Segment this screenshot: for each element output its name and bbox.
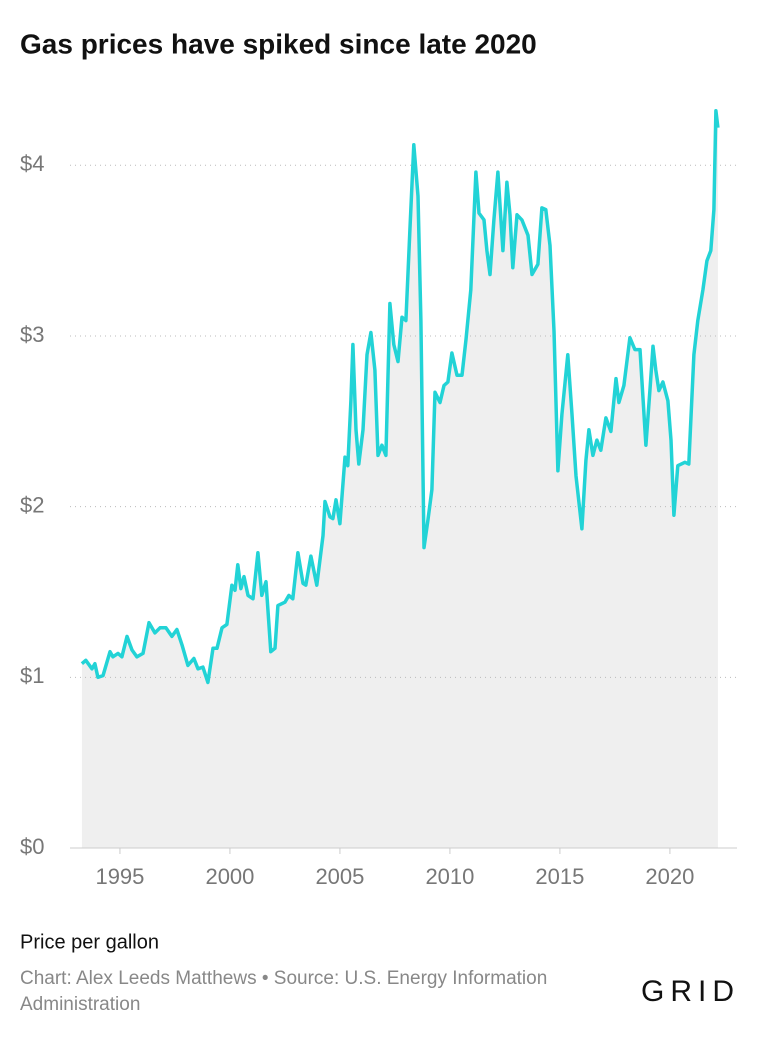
area xyxy=(81,110,718,848)
x-tick-label: 2000 xyxy=(205,864,254,889)
x-tick-label: 2020 xyxy=(645,864,694,889)
x-tick-label: 2010 xyxy=(425,864,474,889)
y-tick-label: $2 xyxy=(20,492,44,517)
y-tick-label: $1 xyxy=(20,663,44,688)
price-line xyxy=(80,108,720,685)
y-tick-label: $3 xyxy=(20,322,44,347)
chart-title: Gas prices have spiked since late 2020 xyxy=(20,28,537,59)
y-tick-label: $0 xyxy=(20,834,44,859)
grid xyxy=(70,164,737,849)
x-tick-label: 2015 xyxy=(535,864,584,889)
x-tick-label: 2005 xyxy=(315,864,364,889)
y-tick-label: $4 xyxy=(20,151,44,176)
brand-logo: GRID xyxy=(641,975,740,1008)
source-note: Chart: Alex Leeds Matthews • Source: U.S… xyxy=(20,968,548,1015)
x-tick-label: 1995 xyxy=(95,864,144,889)
y-axis-label: Price per gallon xyxy=(20,931,159,953)
